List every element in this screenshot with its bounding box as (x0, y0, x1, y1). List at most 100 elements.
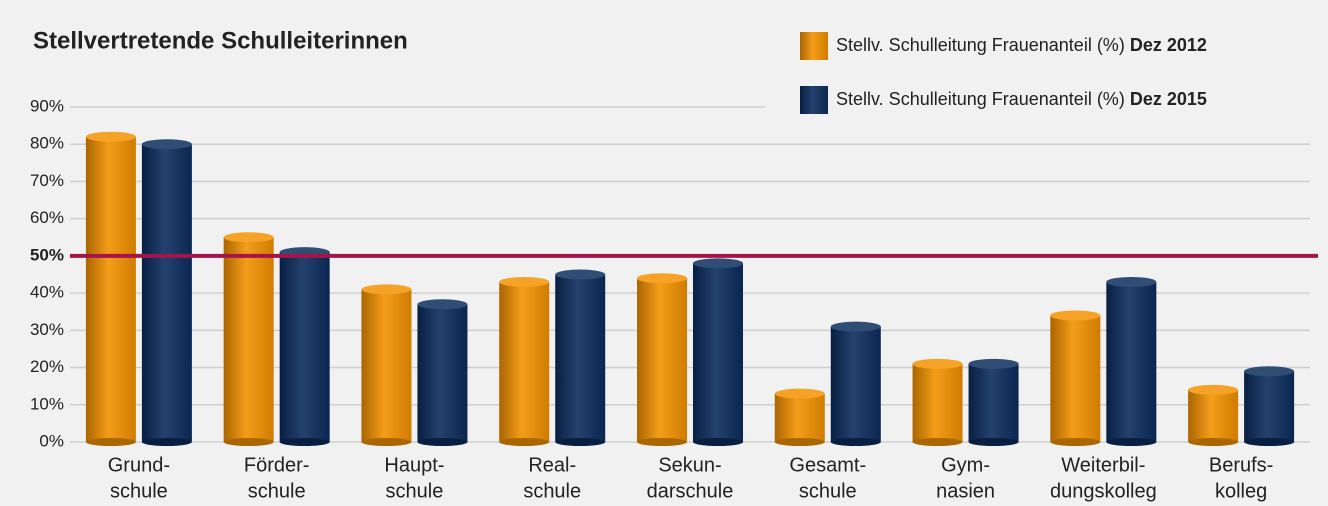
bar (693, 258, 743, 446)
bar-body (141, 144, 192, 442)
x-tick-label: kolleg (1215, 480, 1267, 502)
bar-bottom (1188, 438, 1239, 446)
x-tick-label: schule (248, 480, 306, 502)
bar (499, 276, 550, 446)
legend-label-part: Dez 2015 (1125, 89, 1207, 109)
bar (1050, 310, 1101, 446)
y-tick-label: 40% (30, 283, 64, 302)
bar (1244, 366, 1295, 446)
bar-top (912, 358, 963, 369)
bar-top (1050, 310, 1101, 321)
bar-top (637, 273, 687, 284)
bar-bottom (85, 438, 136, 446)
bar-top (417, 299, 468, 310)
bar-body (912, 363, 963, 442)
bar-top (223, 232, 274, 243)
x-tick-label: schule (523, 480, 581, 502)
x-tick-label: Berufs- (1209, 454, 1273, 476)
bar-bottom (1050, 438, 1101, 446)
bar-body (223, 237, 274, 442)
bar-body (417, 304, 468, 442)
bar (85, 131, 136, 446)
bar-top (1188, 384, 1239, 395)
bar-body (1244, 371, 1295, 442)
legend-label: Stellv. Schulleitung Frauenanteil (%) De… (836, 89, 1207, 109)
bar-body (968, 363, 1019, 442)
bar-bottom (499, 438, 550, 446)
x-tick-label: Sekun- (658, 454, 721, 476)
x-tick-label: Gym- (941, 454, 990, 476)
x-tick-label: Weiterbil- (1061, 454, 1145, 476)
bar-top (830, 321, 881, 332)
bar-top (693, 258, 743, 269)
y-tick-label: 10% (30, 394, 64, 413)
legend-label: Stellv. Schulleitung Frauenanteil (%) De… (836, 35, 1207, 55)
bar (1106, 276, 1157, 446)
bar (417, 299, 468, 446)
y-tick-label: 30% (30, 320, 64, 339)
legend-label-part: Dez 2012 (1125, 35, 1207, 55)
y-tick-label: 70% (30, 171, 64, 190)
legend-label-part: Stellv. Schulleitung Frauenanteil (%) (836, 89, 1125, 109)
x-tick-label: nasien (936, 480, 995, 502)
x-tick-label: Grund- (108, 454, 170, 476)
bar-bottom (774, 438, 825, 446)
bar-body (555, 274, 606, 442)
y-tick-label: 20% (30, 357, 64, 376)
bar (637, 273, 687, 446)
bar-bottom (1106, 438, 1157, 446)
bar (279, 247, 330, 446)
legend-background (765, 18, 1325, 130)
legend-label-part: Stellv. Schulleitung Frauenanteil (%) (836, 35, 1125, 55)
x-tick-label: schule (110, 480, 168, 502)
bar-bottom (693, 438, 743, 446)
bar (830, 321, 881, 446)
y-tick-label: 0% (39, 431, 64, 450)
bar-body (774, 393, 825, 442)
bar-top (141, 139, 192, 150)
y-tick-label: 90% (30, 96, 64, 115)
bar (774, 388, 825, 446)
bar-top (555, 269, 606, 280)
x-tick-label: Real- (528, 454, 576, 476)
bar-bottom (830, 438, 881, 446)
bar-top (1106, 276, 1157, 287)
bar (141, 139, 192, 446)
x-tick-label: Haupt- (384, 454, 444, 476)
bar-bottom (968, 438, 1019, 446)
x-tick-label: darschule (647, 480, 734, 502)
bar-body (693, 263, 743, 442)
bar-bottom (279, 438, 330, 446)
bar (912, 358, 963, 446)
x-tick-label: Förder- (244, 454, 310, 476)
bar-bottom (1244, 438, 1295, 446)
bar-body (85, 136, 136, 442)
bar-body (1188, 389, 1239, 442)
bar-top (361, 284, 412, 295)
bar-bottom (912, 438, 963, 446)
x-tick-label: schule (386, 480, 444, 502)
y-tick-label: 80% (30, 134, 64, 153)
bar-top (968, 358, 1019, 369)
bar (361, 284, 412, 446)
bar (555, 269, 606, 446)
bar-bottom (555, 438, 606, 446)
bar-bottom (361, 438, 412, 446)
bar-bottom (417, 438, 468, 446)
chart-title: Stellvertretende Schulleiterinnen (33, 27, 408, 54)
x-tick-label: schule (799, 480, 857, 502)
bar-top (1244, 366, 1295, 377)
bar-bottom (223, 438, 274, 446)
bar-top (499, 276, 550, 287)
legend-swatch (800, 86, 828, 114)
bar-body (361, 289, 412, 442)
y-tick-label: 60% (30, 208, 64, 227)
bar-body (279, 252, 330, 442)
bar-body (637, 278, 687, 442)
bar-body (830, 326, 881, 442)
bar-body (1106, 281, 1157, 442)
bar-bottom (637, 438, 687, 446)
bar-top (774, 388, 825, 399)
bar-top (85, 131, 136, 142)
